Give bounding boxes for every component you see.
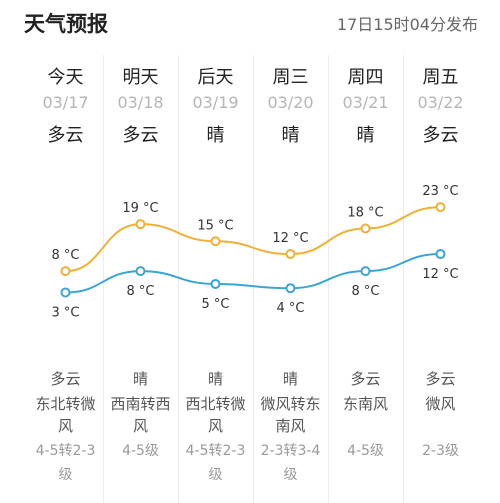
day-label: 后天	[197, 67, 234, 88]
wind-direction-line: 南风	[275, 417, 306, 435]
day-column[interactable]: 周三 03/20 晴晴微风转东 南风 2-3转3-4 级	[253, 55, 329, 503]
wind-level-line: 级	[208, 467, 223, 483]
high-temp-label: 8 °C	[52, 248, 80, 263]
high-temp-point	[285, 249, 296, 260]
wind-level: 4-5转2-3 级	[28, 439, 103, 487]
night-weather: 多云	[50, 370, 81, 388]
high-temp-label: 12 °C	[272, 231, 308, 246]
wind-level: 2-3转3-4 级	[253, 439, 328, 487]
wind-level: 4-5级	[328, 439, 403, 463]
low-temp-label: 3 °C	[52, 305, 80, 320]
low-temp-line	[65, 253, 441, 294]
wind-level-line: 2-3转3-4	[260, 443, 321, 459]
low-temp-point	[285, 283, 296, 294]
high-temp-point	[210, 236, 221, 247]
header: 天气预报 17日15时04分发布	[0, 0, 500, 48]
day-weather: 多云	[122, 125, 159, 146]
publish-time: 17日15时04分发布	[336, 15, 478, 34]
day-weather: 多云	[422, 125, 459, 146]
night-weather: 晴	[207, 370, 223, 388]
wind-direction-line: 西北转微	[185, 395, 246, 413]
wind-direction-line: 微风	[425, 395, 456, 413]
day-weather: 晴	[206, 125, 225, 146]
wind-level-line: 级	[58, 467, 73, 483]
wind-direction: 西北转微风	[178, 393, 253, 437]
page-title: 天气预报	[24, 12, 108, 36]
high-temp-point	[435, 202, 446, 213]
date-label: 03/18	[117, 93, 164, 112]
wind-level-line: 4-5级	[122, 443, 159, 459]
high-temp-point	[60, 266, 71, 277]
night-weather: 晴	[282, 370, 298, 388]
high-temp-label: 15 °C	[197, 218, 233, 233]
high-temp-label: 23 °C	[422, 184, 458, 199]
day-label: 周四	[347, 67, 384, 88]
day-column[interactable]: 今天 03/17 多云 多云 东北转微风 4-5转2-3 级	[28, 55, 104, 503]
wind-level-line: 4-5转2-3	[185, 443, 246, 459]
date-label: 03/17	[42, 93, 89, 112]
low-temp-point	[435, 249, 446, 260]
date-label: 03/19	[192, 93, 239, 112]
day-weather: 晴	[281, 125, 300, 146]
day-label: 周五	[422, 67, 459, 88]
wind-direction-line: 西南转西	[110, 395, 171, 413]
wind-level-line: 4-5级	[347, 443, 384, 459]
day-label: 今天	[47, 67, 84, 88]
low-temp-label: 4 °C	[277, 301, 305, 316]
day-column[interactable]: 周四 03/21 晴多云东南风 4-5级	[328, 55, 404, 503]
wind-direction: 微风	[403, 393, 478, 415]
high-temp-line	[65, 206, 441, 273]
wind-direction-line: 东南风	[342, 395, 388, 413]
wind-direction: 东南风	[328, 393, 403, 415]
wind-level: 2-3级	[403, 439, 478, 463]
low-temp-label: 12 °C	[422, 267, 458, 282]
night-weather: 晴	[132, 370, 148, 388]
night-weather: 多云	[350, 370, 381, 388]
wind-level-line: 级	[283, 467, 298, 483]
wind-direction: 东北转微风	[28, 393, 103, 437]
date-label: 03/22	[417, 93, 464, 112]
day-column[interactable]: 明天 03/18 多云晴西南转西风 4-5级	[103, 55, 179, 503]
high-temp-point	[360, 223, 371, 234]
day-column[interactable]: 后天 03/19 晴晴西北转微风 4-5转2-3 级	[178, 55, 254, 503]
high-temp-label: 18 °C	[347, 205, 383, 220]
wind-level-line: 4-5转2-3	[35, 443, 96, 459]
wind-level: 4-5级	[103, 439, 178, 463]
day-weather: 晴	[356, 125, 375, 146]
wind-direction-line: 风	[57, 417, 73, 435]
wind-direction: 微风转东 南风	[253, 393, 328, 437]
date-label: 03/21	[342, 93, 389, 112]
low-temp-point	[135, 266, 146, 277]
wind-direction: 西南转西风	[103, 393, 178, 437]
date-label: 03/20	[267, 93, 314, 112]
low-temp-label: 8 °C	[127, 284, 155, 299]
day-label: 明天	[122, 67, 159, 88]
low-temp-point	[210, 278, 221, 289]
day-weather: 多云	[47, 125, 84, 146]
wind-level-line: 2-3级	[422, 443, 459, 459]
low-temp-point	[60, 287, 71, 298]
wind-direction-line: 风	[132, 417, 148, 435]
low-temp-label: 5 °C	[202, 297, 230, 312]
day-column[interactable]: 周五 03/22 多云 多云 微风 2-3级	[403, 55, 478, 503]
wind-direction-line: 微风转东	[260, 395, 321, 413]
day-label: 周三	[272, 67, 309, 88]
wind-direction-line: 东北转微	[35, 395, 96, 413]
high-temp-point	[135, 219, 146, 230]
high-temp-label: 19 °C	[122, 201, 158, 216]
night-weather: 多云	[425, 370, 456, 388]
wind-direction-line: 风	[207, 417, 223, 435]
low-temp-point	[360, 266, 371, 277]
wind-level: 4-5转2-3 级	[178, 439, 253, 487]
low-temp-label: 8 °C	[352, 284, 380, 299]
